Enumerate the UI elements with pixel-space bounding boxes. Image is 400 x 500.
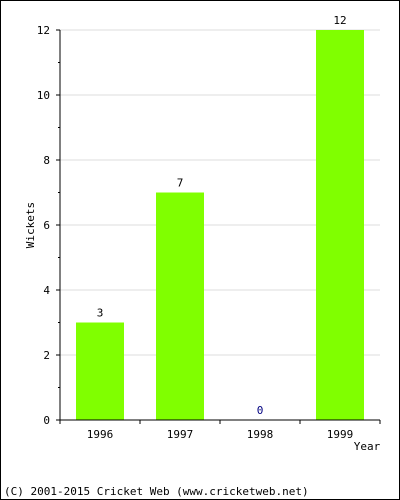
y-axis-label: Wickets bbox=[24, 202, 37, 248]
y-tick-label: 10 bbox=[37, 89, 50, 102]
x-tick-label: 1996 bbox=[87, 428, 114, 441]
x-tick-label: 1997 bbox=[167, 428, 194, 441]
value-label-1996: 3 bbox=[97, 307, 104, 320]
y-ticks: 0 2 4 6 8 10 12 bbox=[37, 24, 60, 427]
y-tick-label: 2 bbox=[43, 349, 50, 362]
bar-1997[interactable] bbox=[156, 192, 204, 421]
value-labels: 3 7 0 12 bbox=[97, 14, 347, 417]
bars bbox=[76, 30, 364, 420]
y-tick-label: 12 bbox=[37, 24, 50, 37]
x-axis-label: Year bbox=[354, 440, 381, 453]
y-tick-label: 4 bbox=[43, 284, 50, 297]
x-tick-label: 1998 bbox=[247, 428, 274, 441]
bar-1996[interactable] bbox=[76, 322, 124, 421]
value-label-1999: 12 bbox=[333, 14, 346, 27]
value-label-1998: 0 bbox=[257, 404, 264, 417]
value-label-1997: 7 bbox=[177, 177, 184, 190]
x-tick-label: 1999 bbox=[327, 428, 354, 441]
footer-credit: (C) 2001-2015 Cricket Web (www.cricketwe… bbox=[4, 485, 309, 498]
y-tick-label: 8 bbox=[43, 154, 50, 167]
x-ticks: 1996 1997 1998 1999 bbox=[59, 420, 381, 441]
y-tick-label: 6 bbox=[43, 219, 50, 232]
y-tick-label: 0 bbox=[43, 414, 50, 427]
bar-1999[interactable] bbox=[316, 30, 364, 420]
